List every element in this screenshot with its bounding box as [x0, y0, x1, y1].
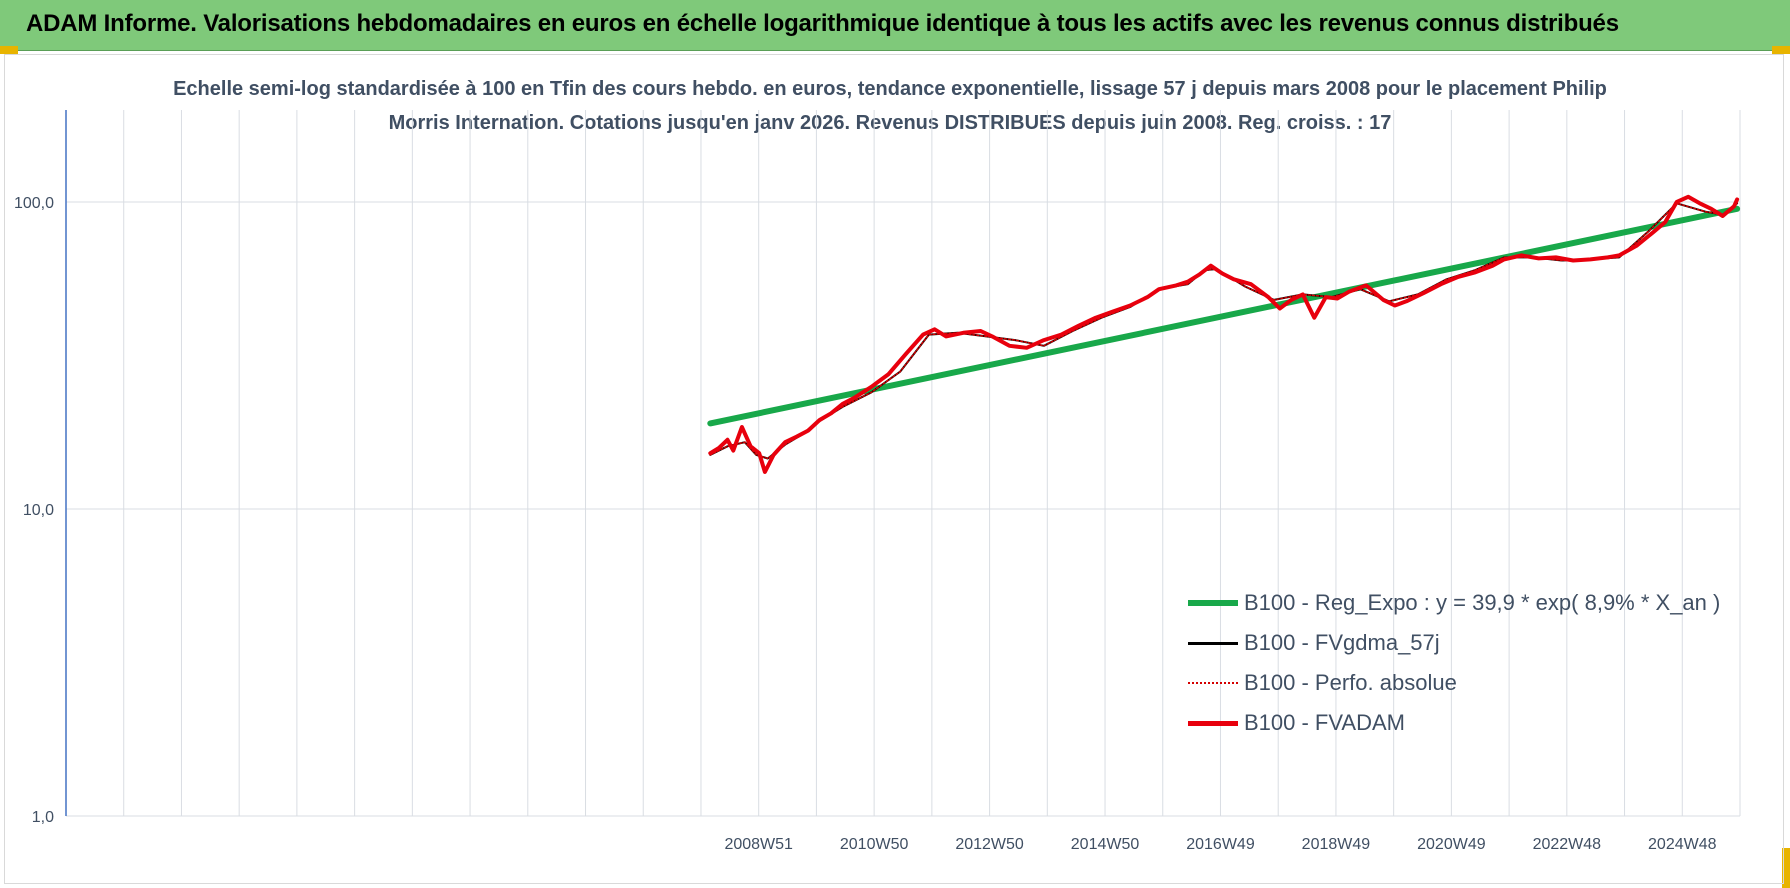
legend-label: B100 - FVADAM: [1244, 710, 1405, 735]
banner-title: ADAM Informe. Valorisations hebdomadaire…: [26, 10, 1619, 37]
y-tick-label: 10,0: [23, 502, 54, 519]
corner-marker-top-right: [1772, 46, 1790, 54]
corner-marker-top-left: [0, 46, 18, 54]
x-tick-label: 2012W50: [955, 836, 1024, 853]
legend-item-perfo-absolue: B100 - Perfo. absolue: [1188, 663, 1720, 703]
chart-title: Echelle semi-log standardisée à 100 en T…: [173, 78, 1607, 134]
x-tick-label: 2008W51: [724, 836, 793, 853]
y-tick-label: 1,0: [32, 809, 54, 826]
legend-swatch-red-dotted: [1188, 682, 1238, 684]
series-line-reg: [707, 205, 1741, 427]
x-tick-label: 2018W49: [1302, 836, 1371, 853]
legend-item-fvadam: B100 - FVADAM: [1188, 703, 1720, 743]
y-tick-label: 100,0: [14, 195, 54, 212]
legend-item-reg-expo: B100 - Reg_Expo : y = 39,9 * exp( 8,9% *…: [1188, 583, 1720, 623]
x-tick-label: 2020W49: [1417, 836, 1486, 853]
legend-item-fvgdma: B100 - FVgdma_57j: [1188, 623, 1720, 663]
legend-swatch-red: [1188, 720, 1238, 726]
chart-frame: [4, 54, 1784, 884]
x-tick-label: 2024W48: [1648, 836, 1717, 853]
series-line-fvadam: [708, 194, 1740, 474]
legend-swatch-green: [1188, 600, 1238, 606]
corner-marker-bottom-right: [1782, 848, 1790, 888]
chart-legend: B100 - Reg_Expo : y = 39,9 * exp( 8,9% *…: [1188, 583, 1720, 743]
legend-swatch-black: [1188, 641, 1238, 645]
legend-label: B100 - FVgdma_57j: [1244, 630, 1440, 655]
title-banner: ADAM Informe. Valorisations hebdomadaire…: [0, 0, 1790, 51]
x-tick-label: 2014W50: [1071, 836, 1140, 853]
legend-label: B100 - Reg_Expo : y = 39,9 * exp( 8,9% *…: [1244, 590, 1721, 615]
x-tick-label: 2016W49: [1186, 836, 1255, 853]
x-tick-label: 2022W48: [1533, 836, 1602, 853]
x-tick-label: 2010W50: [840, 836, 909, 853]
legend-label: B100 - Perfo. absolue: [1244, 670, 1457, 695]
